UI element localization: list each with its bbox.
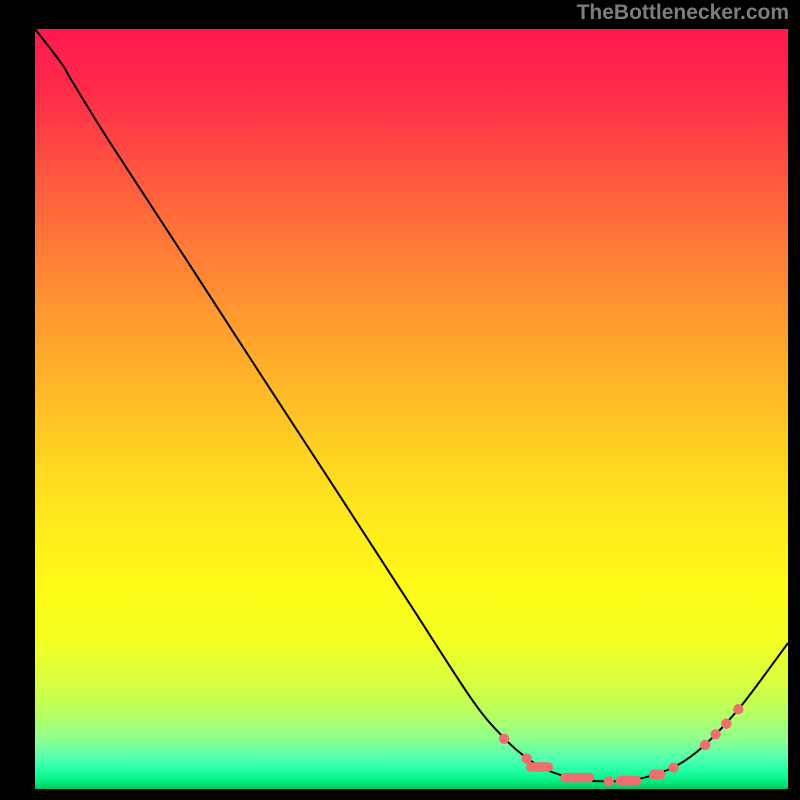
marker-dot (668, 763, 678, 773)
marker-pill (560, 773, 594, 783)
marker-pill (616, 776, 642, 786)
marker-dot (700, 740, 710, 750)
marker-dot (499, 734, 509, 744)
marker-pill (649, 770, 666, 780)
marker-dot (733, 704, 743, 714)
marker-pill (526, 762, 553, 772)
marker-dot (711, 729, 721, 739)
plot-background (35, 29, 788, 789)
marker-dot (604, 776, 614, 786)
bottleneck-chart (0, 0, 800, 800)
marker-dot (721, 718, 731, 728)
watermark-text: TheBottlenecker.com (577, 1, 789, 25)
